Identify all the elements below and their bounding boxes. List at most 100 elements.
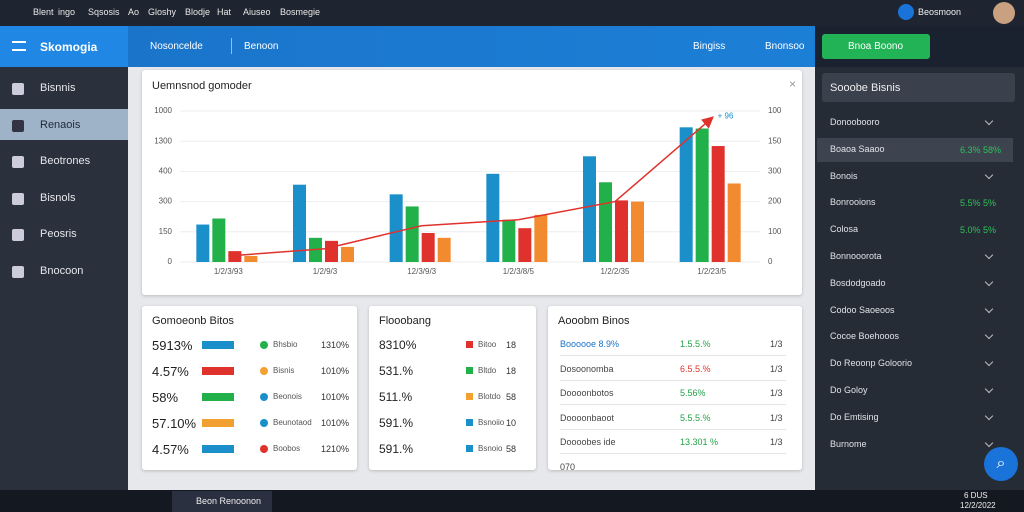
menu-item[interactable]: Hat bbox=[217, 7, 232, 17]
list-cell: 1.5.5.% bbox=[680, 339, 711, 349]
metric-percent: 1010% bbox=[321, 418, 350, 428]
panel-value: 6.3% 58% bbox=[960, 144, 1002, 155]
panel-item[interactable]: Bonois bbox=[830, 170, 858, 181]
dot bbox=[466, 367, 473, 374]
sidebar-item[interactable]: Bisnols bbox=[40, 191, 76, 204]
sidebar-item[interactable]: Beotrones bbox=[40, 155, 91, 167]
list-cell: 5.5.5.% bbox=[680, 412, 711, 423]
sidebar-item[interactable]: Bnocoon bbox=[40, 264, 84, 277]
right-panel bbox=[815, 67, 1024, 490]
header-action[interactable]: Bingiss bbox=[693, 41, 726, 52]
list-cell: 1/3 bbox=[770, 437, 783, 447]
bar bbox=[711, 146, 725, 262]
x-tick-label: 12/3/9/3 bbox=[407, 267, 436, 276]
metric-count: 58 bbox=[506, 392, 517, 402]
bar bbox=[437, 237, 451, 262]
header-action[interactable]: Bnonsoo bbox=[765, 41, 805, 52]
sidebar-item[interactable]: Peosris bbox=[40, 228, 77, 240]
sidebar-item[interactable]: Renaois bbox=[40, 118, 81, 131]
bar bbox=[599, 182, 612, 262]
metric-label: Beunotaod bbox=[273, 418, 312, 427]
panel-item[interactable]: Bonrooions bbox=[830, 197, 876, 208]
mini-bar bbox=[202, 393, 234, 401]
fab[interactable]: ⌕ bbox=[984, 447, 1018, 481]
menu-item[interactable]: Blent bbox=[33, 7, 54, 17]
sidebar-icon bbox=[12, 156, 24, 168]
header-tab[interactable]: Benoon bbox=[244, 41, 279, 52]
y2-tick-label: 100 bbox=[768, 106, 782, 115]
metric-percent: 1310% bbox=[321, 340, 350, 350]
close-icon[interactable]: × bbox=[789, 77, 796, 91]
taskbar-time: 6 DUS bbox=[964, 491, 988, 500]
bar bbox=[631, 201, 644, 262]
logo-box bbox=[0, 26, 128, 67]
sidebar-icon bbox=[12, 265, 24, 278]
mini-bar bbox=[202, 445, 234, 453]
metric-label: Bisnis bbox=[273, 366, 295, 375]
panel-item[interactable]: Cocoe Boehooos bbox=[830, 331, 900, 342]
panel-item[interactable]: Bonnooorota bbox=[830, 251, 882, 261]
list-cell: 1/3 bbox=[770, 412, 783, 423]
bar bbox=[341, 246, 354, 262]
x-tick-label: 1/2/23/5 bbox=[697, 267, 726, 276]
metric-label: Boobos bbox=[273, 444, 301, 453]
menu-item[interactable]: Ao bbox=[128, 7, 140, 17]
panel-item[interactable]: Do Reoonp Goloorio bbox=[830, 358, 913, 369]
bar bbox=[421, 233, 435, 262]
trend-line bbox=[228, 116, 714, 257]
sidebar-item[interactable]: Bisnnis bbox=[40, 82, 76, 94]
metric-value: 5913% bbox=[152, 338, 193, 353]
panel-item[interactable]: Boaoa Saaoo bbox=[830, 143, 885, 154]
metric-label: Bltdo bbox=[478, 366, 497, 375]
dot bbox=[260, 341, 268, 349]
header-button-label[interactable]: Bnoa Boono bbox=[848, 41, 904, 52]
dot bbox=[260, 419, 268, 427]
bar bbox=[583, 156, 596, 262]
menu-item[interactable]: ingo bbox=[58, 7, 76, 17]
y2-tick-label: 150 bbox=[768, 136, 782, 145]
panel-item[interactable]: Do Goloy bbox=[830, 385, 868, 395]
panel-item[interactable]: Donoobooro bbox=[830, 117, 880, 127]
menu-item[interactable]: Sqsosis bbox=[88, 7, 120, 17]
menu-item[interactable]: Gloshy bbox=[148, 7, 177, 17]
y-tick-label: 300 bbox=[159, 197, 173, 206]
sidebar-icon bbox=[12, 83, 24, 95]
menu-item[interactable]: Aiuseo bbox=[243, 7, 271, 17]
bar bbox=[293, 184, 306, 262]
metric-count: 10 bbox=[506, 418, 517, 428]
y-tick-label: 1300 bbox=[154, 136, 172, 145]
dot bbox=[466, 341, 473, 348]
metric-label: Bhsbio bbox=[273, 340, 298, 349]
bar bbox=[615, 200, 628, 262]
top-bar bbox=[0, 0, 1024, 26]
x-tick-label: 1/2/3/93 bbox=[214, 267, 243, 276]
panel-item[interactable]: Colosa bbox=[830, 224, 859, 235]
card-title: Gomoeonb Bitos bbox=[152, 315, 234, 327]
bar bbox=[325, 240, 338, 262]
list-cell: Doooonbotos bbox=[560, 388, 614, 398]
panel-item[interactable]: Do Emtising bbox=[830, 411, 879, 422]
taskbar-date: 12/2/2022 bbox=[960, 501, 996, 510]
menu-item[interactable]: Bosmegie bbox=[280, 7, 321, 17]
panel-item[interactable]: Codoo Saoeoos bbox=[830, 304, 895, 315]
taskbar-app[interactable]: Beon Renoonon bbox=[196, 496, 262, 506]
panel-item[interactable]: Burnome bbox=[830, 438, 867, 449]
menu-item[interactable]: Blodje bbox=[185, 7, 211, 17]
dot bbox=[260, 367, 268, 375]
bar bbox=[228, 251, 242, 262]
user-name[interactable]: Beosmoon bbox=[918, 7, 962, 17]
header-tab[interactable]: Nosoncelde bbox=[150, 41, 203, 52]
annotation: + 96 bbox=[718, 111, 734, 120]
bar bbox=[502, 219, 516, 262]
panel-item[interactable]: Bosdodgoado bbox=[830, 277, 886, 288]
dot bbox=[260, 445, 268, 453]
app-tab bbox=[172, 491, 272, 512]
bar bbox=[244, 255, 258, 262]
list-cell: 1/3 bbox=[770, 363, 783, 374]
row-divider bbox=[560, 453, 786, 454]
metric-value: 4.57% bbox=[152, 364, 189, 379]
bar bbox=[389, 194, 403, 262]
y-tick-label: 0 bbox=[168, 257, 173, 266]
panel-value: 5.5% 5% bbox=[960, 198, 997, 209]
